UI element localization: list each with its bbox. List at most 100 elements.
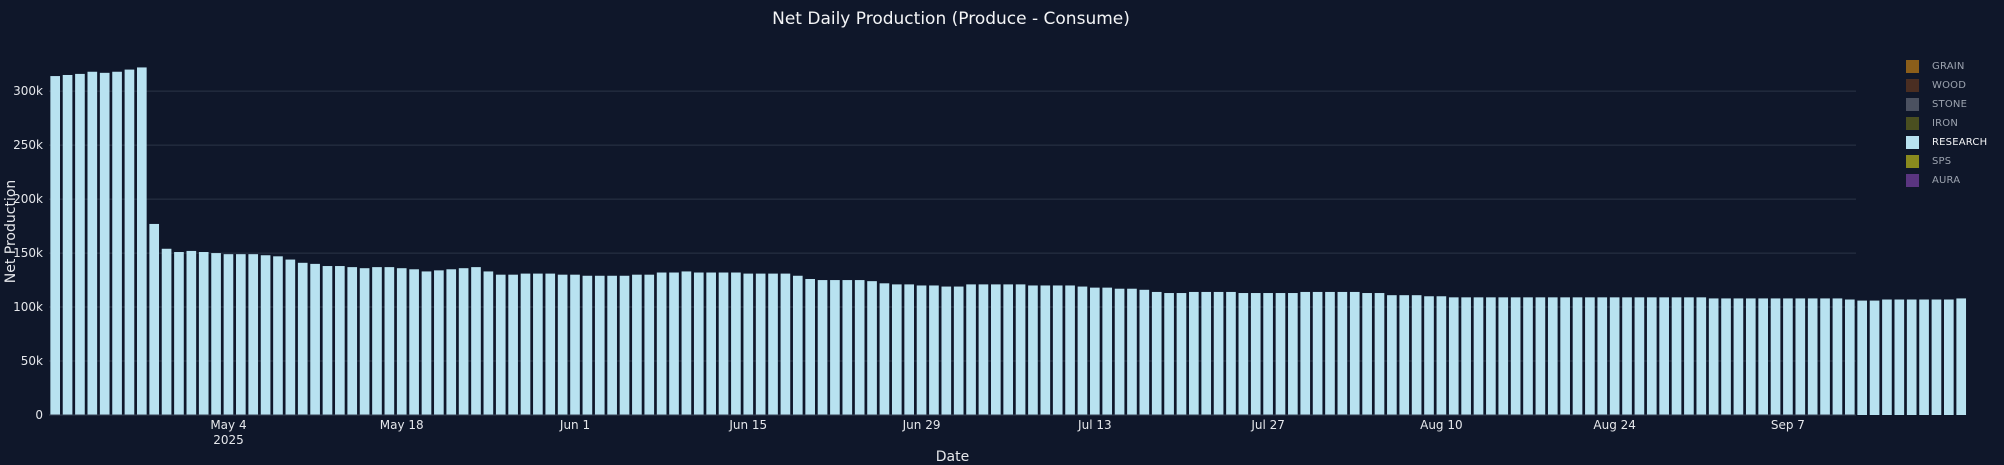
bar[interactable] <box>372 267 382 415</box>
bar[interactable] <box>978 284 989 415</box>
bar[interactable] <box>1597 297 1608 415</box>
bar[interactable] <box>1065 285 1075 415</box>
bar[interactable] <box>1275 293 1286 415</box>
bar[interactable] <box>297 262 308 415</box>
bar[interactable] <box>1226 291 1236 415</box>
bar[interactable] <box>1795 298 1806 415</box>
bar[interactable] <box>236 254 246 415</box>
bar[interactable] <box>1436 296 1447 415</box>
bar[interactable] <box>669 272 679 415</box>
bar[interactable] <box>1399 295 1410 415</box>
bar[interactable] <box>1040 285 1051 415</box>
legend-item-research[interactable]: RESEARCH <box>1906 133 1987 152</box>
bar[interactable] <box>1300 291 1311 415</box>
bar[interactable] <box>446 269 457 415</box>
bar[interactable] <box>1151 291 1162 415</box>
bar[interactable] <box>384 267 395 415</box>
bar[interactable] <box>1362 293 1372 415</box>
bar[interactable] <box>1090 287 1100 415</box>
bar[interactable] <box>867 281 877 415</box>
bar[interactable] <box>1077 286 1088 415</box>
bar[interactable] <box>421 271 432 415</box>
bar[interactable] <box>1696 297 1707 415</box>
bar[interactable] <box>471 267 481 415</box>
bar[interactable] <box>594 275 605 415</box>
bar[interactable] <box>1721 298 1731 415</box>
bar[interactable] <box>632 274 642 415</box>
bar[interactable] <box>768 273 778 415</box>
bar[interactable] <box>1473 297 1484 415</box>
bar[interactable] <box>1312 291 1323 415</box>
bar[interactable] <box>1424 296 1434 415</box>
bar[interactable] <box>1634 297 1645 415</box>
bar[interactable] <box>1609 297 1620 415</box>
bar[interactable] <box>1857 300 1868 415</box>
bar[interactable] <box>941 286 952 415</box>
bar[interactable] <box>842 280 853 415</box>
bar[interactable] <box>929 285 939 415</box>
bar[interactable] <box>248 254 259 415</box>
bar[interactable] <box>273 256 283 415</box>
bar[interactable] <box>1523 297 1533 415</box>
bar[interactable] <box>607 275 617 415</box>
bar[interactable] <box>904 284 915 415</box>
bar[interactable] <box>854 280 865 415</box>
bar[interactable] <box>1943 299 1954 415</box>
bar[interactable] <box>533 273 543 415</box>
bar[interactable] <box>1894 299 1905 415</box>
bar[interactable] <box>495 274 506 415</box>
bar[interactable] <box>124 69 135 416</box>
bar[interactable] <box>1164 293 1174 415</box>
bar[interactable] <box>1535 297 1546 415</box>
bar[interactable] <box>310 263 320 415</box>
bar[interactable] <box>570 274 580 415</box>
bar[interactable] <box>508 274 518 415</box>
legend-item-stone[interactable]: STONE <box>1906 95 1987 114</box>
bar[interactable] <box>50 76 61 416</box>
bar[interactable] <box>1906 299 1917 415</box>
bar[interactable] <box>830 280 840 415</box>
bar[interactable] <box>718 272 729 415</box>
bar[interactable] <box>161 248 172 415</box>
bar[interactable] <box>1708 298 1719 415</box>
bar[interactable] <box>1114 288 1125 415</box>
bar[interactable] <box>1498 297 1509 415</box>
bar[interactable] <box>1622 297 1632 415</box>
bar[interactable] <box>755 273 766 415</box>
bar[interactable] <box>656 272 667 415</box>
bar[interactable] <box>1646 297 1657 415</box>
bar[interactable] <box>1585 297 1595 415</box>
bar[interactable] <box>359 268 370 415</box>
bar[interactable] <box>1956 298 1967 415</box>
bar[interactable] <box>112 71 122 415</box>
bar[interactable] <box>409 269 419 415</box>
bar[interactable] <box>966 284 976 415</box>
bar[interactable] <box>1028 285 1038 415</box>
bar[interactable] <box>644 274 655 415</box>
bar[interactable] <box>990 284 1001 415</box>
bar[interactable] <box>1349 291 1360 415</box>
bar[interactable] <box>1807 298 1818 415</box>
legend-item-iron[interactable]: IRON <box>1906 114 1987 133</box>
bar[interactable] <box>1882 299 1892 415</box>
bar[interactable] <box>1572 297 1583 415</box>
bar[interactable] <box>1758 298 1769 415</box>
bar[interactable] <box>322 266 333 415</box>
bar[interactable] <box>1869 300 1880 415</box>
bar[interactable] <box>1201 291 1212 415</box>
bar[interactable] <box>1783 298 1793 415</box>
bar[interactable] <box>693 272 704 415</box>
bar[interactable] <box>99 72 110 415</box>
bar[interactable] <box>557 274 568 415</box>
bar[interactable] <box>75 73 85 415</box>
bar[interactable] <box>953 286 964 415</box>
bar[interactable] <box>1919 299 1929 415</box>
bar[interactable] <box>1374 293 1385 415</box>
bar[interactable] <box>1176 293 1187 415</box>
bar[interactable] <box>1510 297 1521 415</box>
bar[interactable] <box>1189 291 1199 415</box>
bar[interactable] <box>520 273 531 415</box>
bar[interactable] <box>1684 297 1694 415</box>
bar[interactable] <box>1659 297 1669 415</box>
bar[interactable] <box>619 275 630 415</box>
